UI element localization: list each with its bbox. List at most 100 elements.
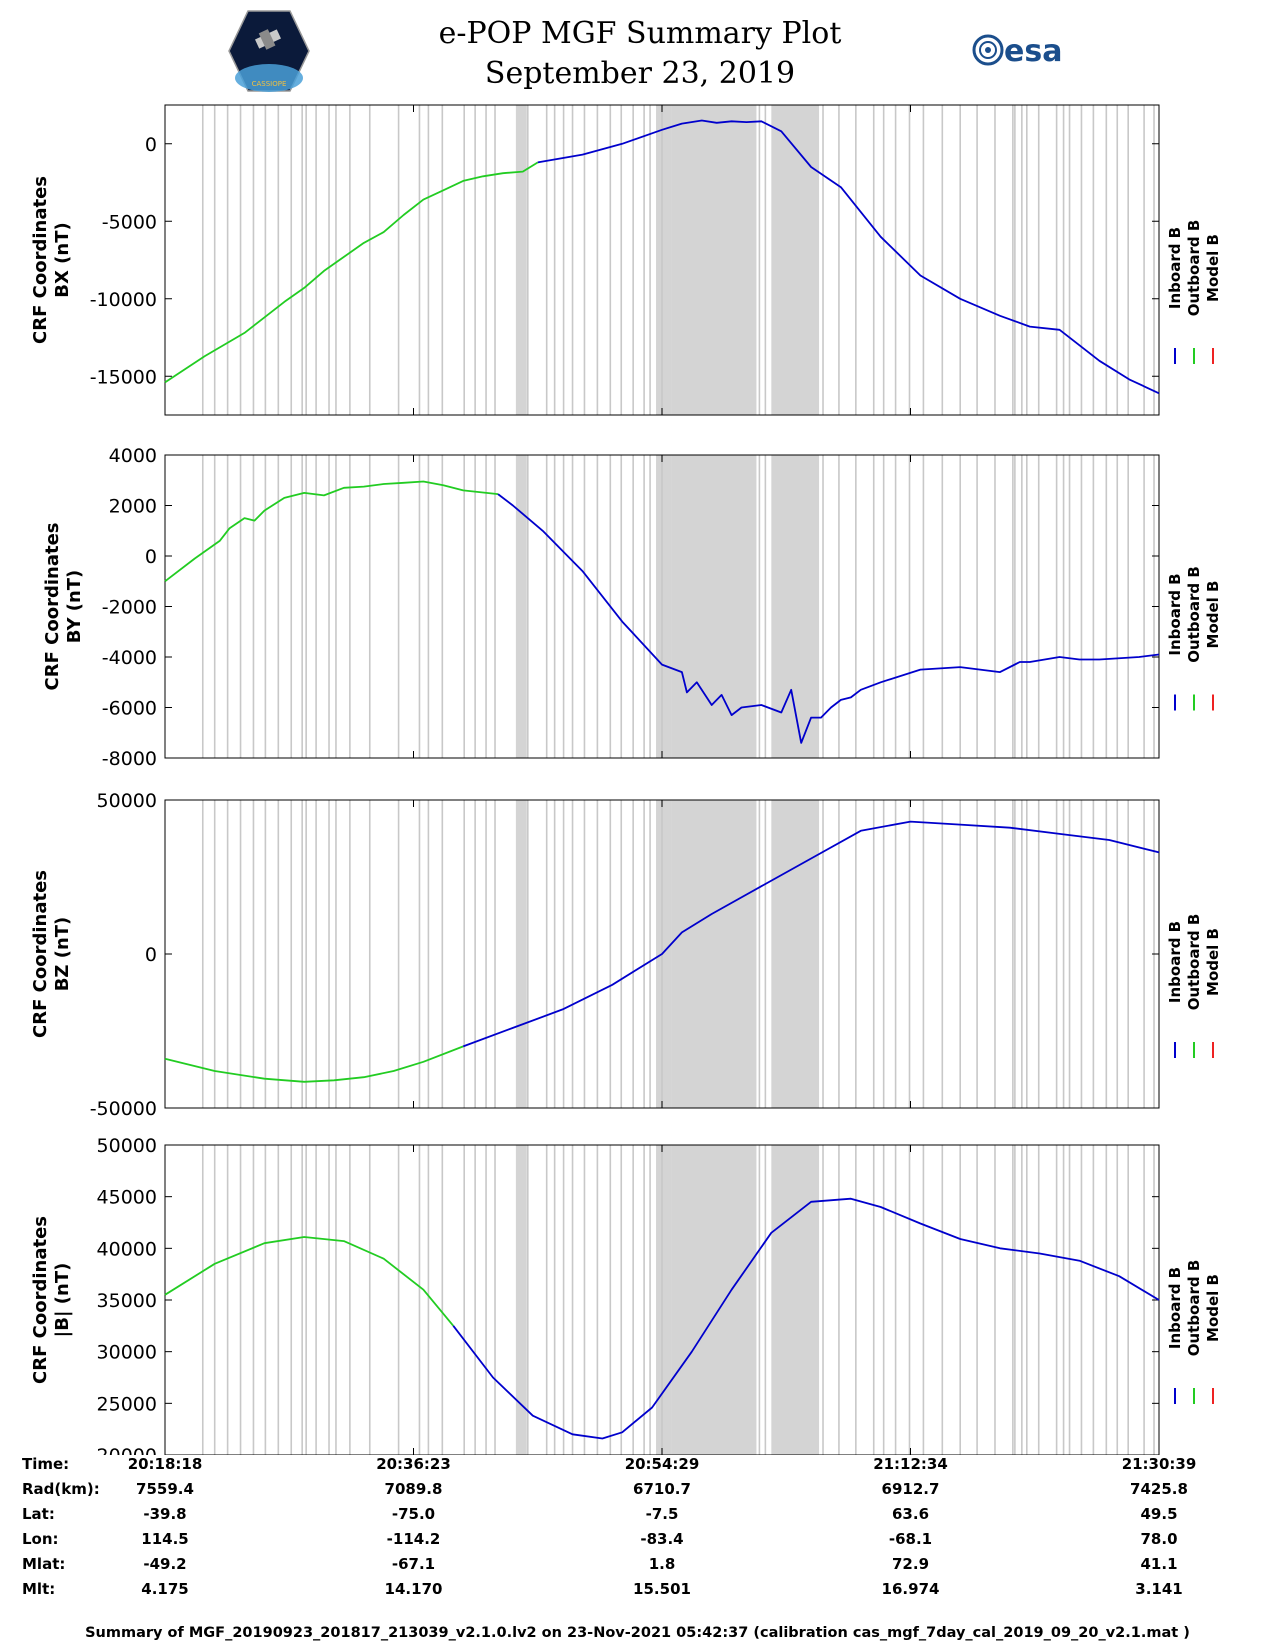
shade-band: [771, 800, 820, 1108]
legend: Inboard B Outboard B Model B: [1166, 1260, 1222, 1404]
legend: Inboard B Outboard B Model B: [1166, 566, 1222, 711]
shade-band: [656, 105, 672, 415]
y-axis-label-line: CRF Coordinates: [30, 870, 51, 1038]
orbit-cell: 63.6: [891, 1505, 930, 1523]
y-axis-label-line: BX (nT): [52, 222, 73, 297]
shade-band: [656, 455, 672, 758]
shade-band: [515, 455, 527, 758]
orbit-cell: 15.501: [633, 1580, 691, 1598]
y-tick-label: 4000: [109, 445, 157, 467]
series-line-inboard-b: [497, 493, 1160, 744]
shade-band: [671, 105, 757, 415]
legend-label: Model B: [1204, 234, 1222, 302]
orbit-cell: 7425.8: [1130, 1480, 1188, 1498]
y-tick-label: 40000: [97, 1238, 157, 1260]
cassiope-logo: CASSIOPE: [228, 10, 310, 92]
orbit-cell: 1.8: [648, 1555, 676, 1573]
orbit-cell: 72.9: [891, 1555, 930, 1573]
orbit-cell: 6912.7: [881, 1480, 940, 1498]
series-line-outboard-b: [164, 480, 499, 583]
shade-band: [671, 455, 757, 758]
legend-label: Model B: [1204, 581, 1222, 649]
orbit-cell: -114.2: [386, 1530, 441, 1548]
y-axis-label-line: BZ (nT): [52, 917, 73, 992]
panel-bz: 50000 0 -50000 CRF CoordinatesBZ (nT) Inboar…: [30, 790, 1222, 1120]
panel-bx: 0 -5000 -10000 -15000 CRF CoordinatesBX (nT)…: [30, 104, 1222, 416]
y-tick-label: 30000: [97, 1342, 157, 1364]
svg-text:CASSIOPE: CASSIOPE: [252, 80, 287, 88]
legend-label: Inboard B: [1166, 921, 1184, 1003]
legend-label: Inboard B: [1166, 1267, 1184, 1349]
y-axis-label: CRF CoordinatesBZ (nT): [30, 870, 73, 1038]
legend-label: Model B: [1204, 1274, 1222, 1342]
orbit-cell: 20:18:18: [127, 1455, 203, 1473]
legend-label: Inboard B: [1166, 227, 1184, 309]
y-axis-label-line: CRF Coordinates: [30, 1216, 51, 1384]
orbit-row-label: Rad(km):: [22, 1480, 100, 1498]
orbit-cell: 4.175: [141, 1580, 189, 1598]
shade-band: [771, 105, 820, 415]
shade-band: [671, 1145, 757, 1455]
shade-band: [656, 800, 672, 1108]
plot-title: e-POP MGF Summary Plot: [438, 16, 842, 51]
y-axis-label-line: |B| (nT): [52, 1263, 73, 1338]
y-tick-label: -50000: [90, 1098, 157, 1120]
y-axis-label-line: CRF Coordinates: [42, 523, 63, 691]
shade-band: [515, 1145, 527, 1455]
orbit-cell: -75.0: [391, 1505, 436, 1523]
legend: Inboard B Outboard B Model B: [1166, 220, 1222, 364]
title-block: e-POP MGF Summary Plot September 23, 201…: [340, 14, 940, 94]
shade-band: [771, 1145, 820, 1455]
y-tick-label: -15000: [90, 366, 157, 388]
orbit-cell: 7089.8: [384, 1480, 443, 1498]
orbit-info-table: Time: Rad(km): Lat: Lon: Mlat: Mlt: 20:18:18 75…: [0, 1455, 1275, 1630]
orbit-row-label: Mlat:: [22, 1555, 66, 1573]
orbit-cell: 41.1: [1140, 1555, 1178, 1573]
y-tick-label: 2000: [109, 496, 157, 518]
svg-text:esa: esa: [1004, 34, 1062, 69]
legend-label: Outboard B: [1185, 914, 1203, 1011]
legend-label: Model B: [1204, 928, 1222, 996]
plot-date: September 23, 2019: [484, 56, 796, 91]
y-tick-label: 0: [145, 944, 157, 966]
y-axis-label-line: CRF Coordinates: [30, 176, 51, 344]
y-axis-label-line: BY (nT): [64, 570, 85, 644]
orbit-cell: 14.170: [384, 1580, 443, 1598]
y-tick-label: 45000: [97, 1187, 157, 1209]
orbit-cell: -83.4: [640, 1530, 684, 1548]
y-tick-label: 25000: [97, 1393, 157, 1415]
orbit-cell: -39.8: [143, 1505, 187, 1523]
legend-label: Outboard B: [1185, 566, 1203, 663]
shade-band: [671, 800, 757, 1108]
orbit-row-label: Mlt:: [22, 1580, 56, 1598]
orbit-cell: 21:12:34: [873, 1455, 948, 1473]
y-axis-label: CRF CoordinatesBX (nT): [30, 176, 73, 344]
orbit-cell: 114.5: [141, 1530, 189, 1548]
orbit-cell: 6710.7: [633, 1480, 691, 1498]
y-tick-label: 35000: [97, 1290, 157, 1312]
orbit-cell: -68.1: [888, 1530, 933, 1548]
shade-band: [515, 800, 527, 1108]
y-tick-label: -2000: [102, 597, 157, 619]
orbit-cell: -49.2: [143, 1555, 187, 1573]
y-tick-label: -4000: [102, 647, 157, 669]
orbit-cell: 20:36:23: [376, 1455, 451, 1473]
y-tick-label: 50000: [97, 1135, 157, 1157]
y-tick-label: -10000: [90, 289, 157, 311]
orbit-cell: 16.974: [881, 1580, 940, 1598]
esa-logo: esa: [972, 34, 1062, 69]
y-axis-label: CRF Coordinates|B| (nT): [30, 1216, 73, 1384]
legend-label: Outboard B: [1185, 1260, 1203, 1357]
y-tick-label: -6000: [102, 698, 157, 720]
series-line-inboard-b: [537, 119, 1160, 395]
y-tick-label: 0: [145, 546, 157, 568]
series-line-outboard-b: [164, 1236, 454, 1327]
shade-band: [656, 1145, 672, 1455]
legend-label: Inboard B: [1166, 573, 1184, 655]
orbit-cell: 49.5: [1140, 1505, 1178, 1523]
orbit-cell: 20:54:29: [624, 1455, 700, 1473]
panel-by: 4000 2000 0 -2000 -4000 -6000 -8000 CRF Coordin…: [42, 445, 1222, 770]
orbit-row-label: Time:: [22, 1455, 70, 1473]
